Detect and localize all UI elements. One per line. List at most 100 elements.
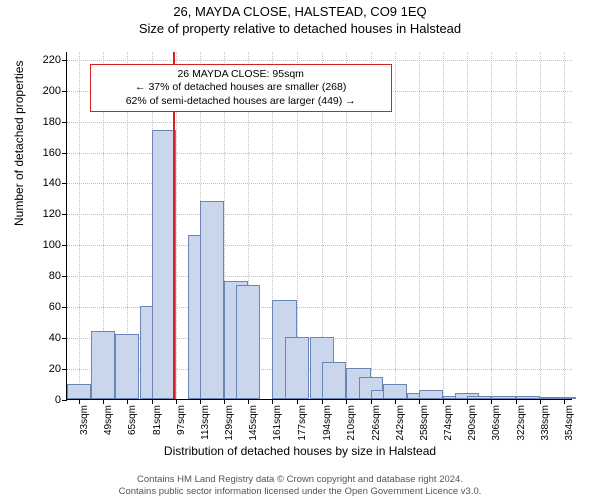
ytick-mark bbox=[62, 153, 67, 154]
gridline-x bbox=[419, 52, 420, 399]
histogram-bar bbox=[552, 397, 576, 399]
plot-area: 02040608010012014016018020022033sqm49sqm… bbox=[66, 52, 572, 400]
xtick-label: 129sqm bbox=[224, 405, 235, 441]
xtick-mark bbox=[346, 399, 347, 404]
y-axis-label: Number of detached properties bbox=[12, 61, 26, 226]
annotation-line: 62% of semi-detached houses are larger (… bbox=[99, 95, 383, 108]
xtick-label: 194sqm bbox=[322, 405, 333, 441]
footer-line-1: Contains HM Land Registry data © Crown c… bbox=[0, 474, 600, 486]
gridline-y bbox=[67, 122, 572, 123]
ytick-label: 60 bbox=[49, 301, 61, 313]
ytick-mark bbox=[62, 369, 67, 370]
ytick-label: 100 bbox=[43, 239, 61, 251]
xtick-mark bbox=[176, 399, 177, 404]
histogram-bar bbox=[516, 396, 540, 399]
xtick-label: 81sqm bbox=[152, 405, 163, 435]
gridline-y bbox=[67, 183, 572, 184]
title-address: 26, MAYDA CLOSE, HALSTEAD, CO9 1EQ bbox=[0, 4, 600, 19]
ytick-label: 180 bbox=[43, 116, 61, 128]
histogram-bar bbox=[67, 384, 91, 399]
xtick-label: 258sqm bbox=[419, 405, 430, 441]
ytick-mark bbox=[62, 91, 67, 92]
histogram-bar bbox=[467, 396, 491, 399]
annotation-line: ← 37% of detached houses are smaller (26… bbox=[99, 81, 383, 94]
gridline-y bbox=[67, 214, 572, 215]
axes-frame: 02040608010012014016018020022033sqm49sqm… bbox=[66, 52, 572, 400]
x-axis-label: Distribution of detached houses by size … bbox=[0, 444, 600, 458]
histogram-bar bbox=[419, 390, 443, 399]
footer-line-2: Contains public sector information licen… bbox=[0, 486, 600, 498]
xtick-mark bbox=[152, 399, 153, 404]
title-subtitle: Size of property relative to detached ho… bbox=[0, 21, 600, 36]
xtick-label: 113sqm bbox=[200, 405, 211, 440]
histogram-bar bbox=[236, 285, 260, 399]
xtick-label: 145sqm bbox=[248, 405, 259, 441]
gridline-x bbox=[516, 52, 517, 399]
xtick-mark bbox=[443, 399, 444, 404]
histogram-bar bbox=[91, 331, 115, 399]
xtick-mark bbox=[272, 399, 273, 404]
xtick-mark bbox=[224, 399, 225, 404]
xtick-label: 354sqm bbox=[564, 405, 575, 441]
xtick-mark bbox=[516, 399, 517, 404]
ytick-mark bbox=[62, 276, 67, 277]
ytick-mark bbox=[62, 183, 67, 184]
xtick-label: 65sqm bbox=[127, 405, 138, 435]
histogram-bar bbox=[322, 362, 346, 399]
ytick-mark bbox=[62, 214, 67, 215]
xtick-mark bbox=[127, 399, 128, 404]
ytick-label: 200 bbox=[43, 85, 61, 97]
ytick-mark bbox=[62, 122, 67, 123]
gridline-x bbox=[79, 52, 80, 399]
xtick-mark bbox=[467, 399, 468, 404]
xtick-label: 242sqm bbox=[395, 405, 406, 441]
xtick-label: 226sqm bbox=[371, 405, 382, 441]
annotation-line: 26 MAYDA CLOSE: 95sqm bbox=[99, 68, 383, 81]
xtick-mark bbox=[200, 399, 201, 404]
title-block: 26, MAYDA CLOSE, HALSTEAD, CO9 1EQ Size … bbox=[0, 0, 600, 36]
ytick-mark bbox=[62, 400, 67, 401]
xtick-label: 177sqm bbox=[297, 405, 308, 441]
ytick-mark bbox=[62, 60, 67, 61]
xtick-label: 33sqm bbox=[79, 405, 90, 435]
gridline-x bbox=[491, 52, 492, 399]
xtick-label: 97sqm bbox=[176, 405, 187, 435]
ytick-label: 20 bbox=[49, 363, 61, 375]
xtick-mark bbox=[564, 399, 565, 404]
figure: 26, MAYDA CLOSE, HALSTEAD, CO9 1EQ Size … bbox=[0, 0, 600, 500]
xtick-mark bbox=[371, 399, 372, 404]
xtick-mark bbox=[248, 399, 249, 404]
gridline-y bbox=[67, 60, 572, 61]
xtick-label: 274sqm bbox=[443, 405, 454, 441]
ytick-mark bbox=[62, 245, 67, 246]
xtick-mark bbox=[322, 399, 323, 404]
histogram-bar bbox=[115, 334, 139, 399]
footer-attribution: Contains HM Land Registry data © Crown c… bbox=[0, 474, 600, 498]
xtick-label: 210sqm bbox=[346, 405, 357, 441]
ytick-label: 80 bbox=[49, 270, 61, 282]
xtick-label: 322sqm bbox=[516, 405, 527, 441]
xtick-label: 290sqm bbox=[467, 405, 478, 441]
histogram-bar bbox=[383, 384, 407, 399]
annotation-box: 26 MAYDA CLOSE: 95sqm← 37% of detached h… bbox=[90, 64, 392, 111]
ytick-label: 220 bbox=[43, 54, 61, 66]
xtick-label: 338sqm bbox=[540, 405, 551, 441]
ytick-label: 40 bbox=[49, 332, 61, 344]
ytick-mark bbox=[62, 338, 67, 339]
gridline-y bbox=[67, 276, 572, 277]
ytick-label: 0 bbox=[55, 394, 61, 406]
gridline-y bbox=[67, 153, 572, 154]
xtick-mark bbox=[419, 399, 420, 404]
xtick-mark bbox=[395, 399, 396, 404]
xtick-mark bbox=[103, 399, 104, 404]
gridline-x bbox=[540, 52, 541, 399]
gridline-x bbox=[395, 52, 396, 399]
xtick-label: 49sqm bbox=[103, 405, 114, 435]
gridline-x bbox=[467, 52, 468, 399]
xtick-mark bbox=[79, 399, 80, 404]
ytick-label: 140 bbox=[43, 177, 61, 189]
gridline-x bbox=[564, 52, 565, 399]
gridline-x bbox=[443, 52, 444, 399]
histogram-bar bbox=[491, 396, 515, 399]
histogram-bar bbox=[285, 337, 309, 399]
